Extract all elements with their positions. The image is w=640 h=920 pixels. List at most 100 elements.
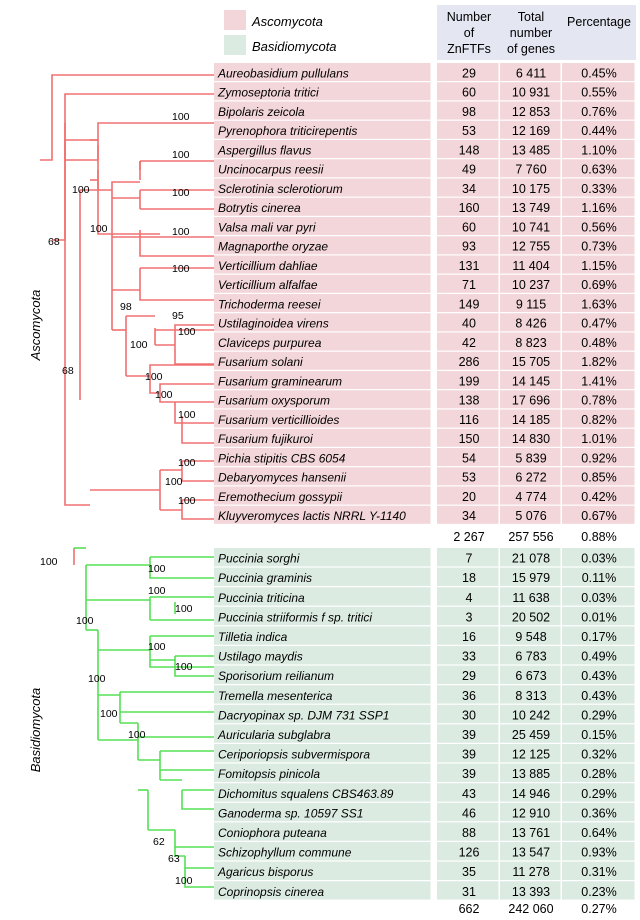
table-cell: [562, 390, 635, 409]
table-cell: [214, 371, 431, 390]
species-name: Puccinia striiformis f sp. tritici: [218, 610, 372, 624]
table-cell: [214, 178, 431, 197]
gene-count: 17 696: [512, 394, 550, 408]
table-cell: [214, 646, 431, 665]
table-cell: [500, 140, 561, 159]
species-name: Dacryopinax sp. DJM 731 SSP1: [218, 708, 389, 722]
table-cell: [214, 505, 431, 524]
species-name: Verticillium alfalfae: [218, 278, 318, 292]
gene-count: 7 760: [515, 163, 546, 177]
table-cell: [500, 665, 561, 684]
table-cell: [562, 178, 635, 197]
species-name: Fusarium graminearum: [218, 374, 342, 388]
zn-count: 33: [462, 650, 476, 664]
bootstrap-label: 100: [175, 661, 193, 673]
species-name: Kluyveromyces lactis NRRL Y-1140: [218, 509, 406, 523]
table-cell: [214, 587, 431, 606]
table-cell: [562, 685, 635, 704]
table-cell: [500, 120, 561, 139]
table-cell: [437, 255, 499, 274]
gene-count: 21 078: [512, 552, 550, 566]
table-cell: [500, 685, 561, 704]
table-cell: [437, 646, 499, 665]
table-cell: [500, 783, 561, 802]
species-name: Uncinocarpus reesii: [218, 163, 324, 177]
table-cell: [214, 802, 431, 822]
table-cell: [437, 101, 499, 120]
gene-count: 8 823: [515, 336, 546, 350]
percentage: 1.41%: [581, 374, 616, 388]
table-cell: [500, 332, 561, 351]
table-cell: [562, 486, 635, 505]
table-cell: [500, 428, 561, 447]
gene-count: 10 175: [512, 182, 550, 196]
total-percentage: 0.88%: [581, 530, 616, 544]
table-cell: [500, 274, 561, 293]
zn-count: 60: [462, 220, 476, 234]
gene-count: 20 502: [512, 610, 550, 624]
bootstrap-label: 100: [76, 615, 94, 627]
table-cell: [500, 255, 561, 274]
table-cell: [500, 486, 561, 505]
bootstrap-label: 68: [48, 236, 60, 248]
zn-count: 46: [462, 806, 476, 820]
table-cell: [500, 63, 561, 82]
percentage: 1.15%: [581, 259, 616, 273]
table-cell: [214, 724, 431, 743]
table-cell: [437, 783, 499, 802]
table-cell: [562, 159, 635, 178]
table-cell: [562, 665, 635, 684]
table-cell: [437, 371, 499, 390]
gene-count: 11 638: [512, 591, 549, 605]
table-cell: [437, 82, 499, 101]
table-cell: [562, 783, 635, 802]
table-cell: [562, 332, 635, 351]
table-cell: [562, 881, 635, 900]
gene-count: 6 673: [515, 669, 546, 683]
table-cell: [500, 197, 561, 216]
table-cell: [500, 606, 561, 626]
header-total-line1: Total: [518, 10, 544, 24]
zn-count: 71: [462, 278, 476, 292]
percentage: 0.55%: [581, 86, 616, 100]
percentage: 1.82%: [581, 355, 616, 369]
table-cell: [214, 390, 431, 409]
header-cell-zn: [437, 5, 500, 60]
species-name: Fusarium verticillioides: [218, 413, 339, 427]
bootstrap-label: 100: [172, 187, 190, 199]
table-cell: [500, 351, 561, 370]
zn-count: 34: [462, 182, 476, 196]
zn-count: 34: [462, 509, 476, 523]
table-cell: [500, 587, 561, 606]
species-name: Tilletia indica: [218, 630, 288, 644]
zn-count: 199: [459, 374, 480, 388]
zn-count: 7: [466, 552, 473, 566]
table-cell: [214, 409, 431, 428]
table-cell: [214, 313, 431, 332]
table-cell: [500, 217, 561, 236]
table-cell: [214, 255, 431, 274]
table-cell: [214, 665, 431, 684]
header-pct: Percentage: [567, 15, 631, 29]
clade-label-basidiomycota: Basidiomycota: [28, 688, 43, 773]
table-cell: [437, 390, 499, 409]
species-name: Ustilago maydis: [218, 650, 303, 664]
species-name: Pichia stipitis CBS 6054: [218, 451, 346, 465]
bootstrap-label: 100: [178, 457, 196, 469]
table-cell: [214, 704, 431, 724]
percentage: 0.42%: [581, 490, 616, 504]
table-cell: [214, 140, 431, 159]
gene-count: 12 910: [512, 806, 550, 820]
bootstrap-label: 100: [100, 708, 118, 720]
table-cell: [562, 567, 635, 586]
table-cell: [562, 646, 635, 665]
table-cell: [562, 274, 635, 293]
zn-count: 53: [462, 471, 476, 485]
table-cell: [437, 548, 499, 567]
table-cell: [437, 842, 499, 861]
table-cell: [562, 724, 635, 743]
table-cell: [214, 486, 431, 505]
total-genes: 242 060: [508, 902, 553, 916]
zn-count: 54: [462, 451, 476, 465]
